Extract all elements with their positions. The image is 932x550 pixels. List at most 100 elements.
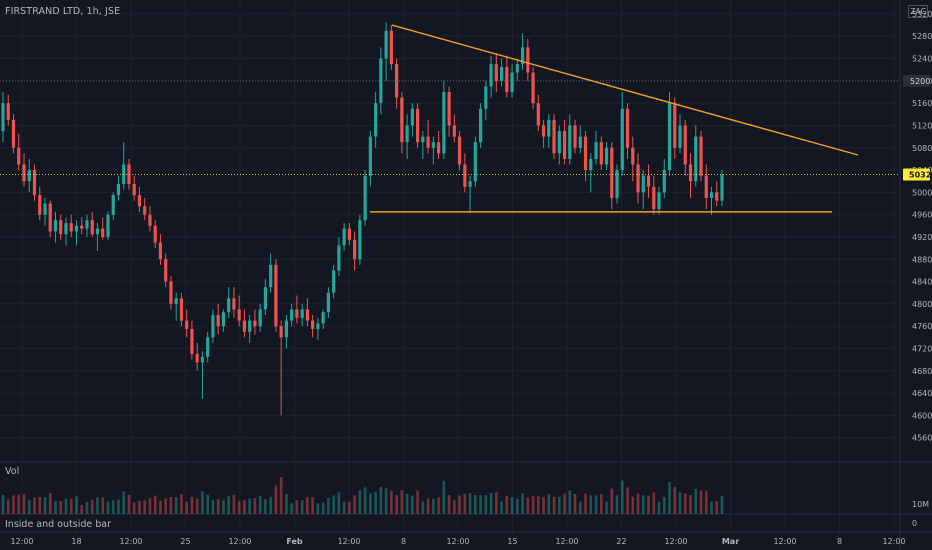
currency-badge[interactable]: ZAC: [908, 5, 928, 18]
volume-bar: [647, 495, 650, 514]
volume-bar: [526, 497, 530, 514]
time-tick-label: 25: [180, 537, 190, 546]
candle-body: [190, 328, 194, 355]
volume-bar: [106, 501, 110, 514]
volume-bar: [636, 493, 640, 514]
candle-body: [421, 136, 425, 143]
candle-body: [452, 125, 456, 137]
candle-body: [499, 66, 504, 81]
interval-label: 1h: [86, 6, 99, 17]
candle-body: [610, 147, 614, 198]
volume-bar: [269, 496, 272, 514]
volume-bar: [300, 500, 304, 514]
candle-body: [662, 170, 666, 193]
volume-bar: [90, 499, 94, 514]
volume-bar: [563, 493, 566, 514]
candle-body: [237, 309, 241, 321]
candle-body: [32, 170, 37, 196]
volume-bar: [143, 500, 147, 514]
volume-bar: [379, 487, 383, 514]
volume-bar: [311, 497, 314, 514]
volume-bar: [12, 495, 15, 514]
volume-bar: [190, 496, 194, 514]
volume-bar: [442, 480, 446, 514]
candle-body: [227, 298, 231, 313]
candle-body: [694, 136, 698, 182]
volume-bar: [59, 501, 63, 514]
candle-body: [526, 47, 530, 73]
time-tick-label: 12:00: [664, 537, 687, 546]
volume-bar: [610, 488, 614, 514]
time-tick-label: 12:00: [10, 537, 33, 546]
volume-bar: [558, 496, 561, 514]
time-tick-label: Feb: [286, 537, 303, 546]
candle-body: [85, 220, 89, 229]
volume-bar: [605, 501, 608, 514]
trendline-resistance[interactable]: [391, 24, 859, 156]
symbol-name: FIRSTRAND LTD: [5, 6, 81, 17]
volume-bar: [17, 494, 21, 514]
candle-body: [416, 108, 420, 143]
volume-bar: [489, 493, 493, 514]
candle-body: [11, 119, 16, 148]
volume-bar: [327, 497, 330, 514]
candle-body: [185, 320, 189, 329]
candle-body: [53, 220, 58, 232]
volume-bar: [227, 496, 230, 514]
candle-body: [64, 223, 68, 235]
volume-bar: [264, 499, 267, 514]
volume-bar: [117, 499, 120, 514]
volume-bar: [432, 498, 435, 514]
candle-body: [1, 103, 5, 132]
candle-body: [95, 228, 100, 235]
volume-bar: [111, 500, 115, 514]
candle-body: [43, 203, 47, 215]
candle-body: [258, 309, 262, 327]
volume-bar: [285, 494, 288, 514]
volume-bar: [353, 495, 356, 514]
candle-body: [116, 184, 121, 196]
price-tick-label: 5000: [912, 188, 932, 197]
volume-bar: [484, 495, 488, 514]
volume-bar: [153, 495, 157, 514]
volume-bar: [594, 495, 598, 514]
candle-body: [353, 239, 357, 260]
price-tick-label: 5320: [912, 10, 932, 19]
volume-bar: [421, 501, 425, 514]
candle-body: [688, 164, 693, 182]
candle-body: [337, 245, 341, 271]
time-tick-label: 15: [507, 537, 517, 546]
candle-body: [552, 119, 556, 154]
candle-body: [431, 142, 435, 148]
candle-body: [646, 175, 651, 187]
candle-body: [578, 136, 582, 148]
time-tick-label: 12:00: [337, 537, 360, 546]
chart-title: FIRSTRAND LTD, 1h, JSE: [5, 6, 121, 17]
candle-body: [625, 108, 630, 148]
candle-body: [242, 320, 247, 332]
candle-body: [305, 309, 309, 321]
volume-bar: [626, 487, 629, 514]
volume-bar: [537, 496, 540, 514]
price-tick-label: 4600: [912, 411, 932, 420]
candle-body: [468, 181, 472, 187]
candle-body: [311, 320, 315, 329]
exchange-label: JSE: [105, 6, 121, 17]
candle-body: [510, 72, 514, 92]
candle-body: [137, 195, 142, 207]
candle-body: [316, 323, 320, 329]
volume-bar: [568, 490, 572, 514]
candle-body: [69, 223, 73, 232]
candle-body: [347, 228, 351, 240]
volume-bar: [505, 496, 509, 514]
candle-body: [583, 136, 588, 171]
candle-body: [541, 125, 546, 137]
volume-bar: [426, 498, 430, 514]
price-tick-label: 5080: [912, 144, 932, 153]
volume-bar: [332, 495, 335, 514]
volume-bar: [237, 500, 241, 514]
candle-body: [683, 125, 687, 165]
volume-bar: [43, 497, 47, 514]
